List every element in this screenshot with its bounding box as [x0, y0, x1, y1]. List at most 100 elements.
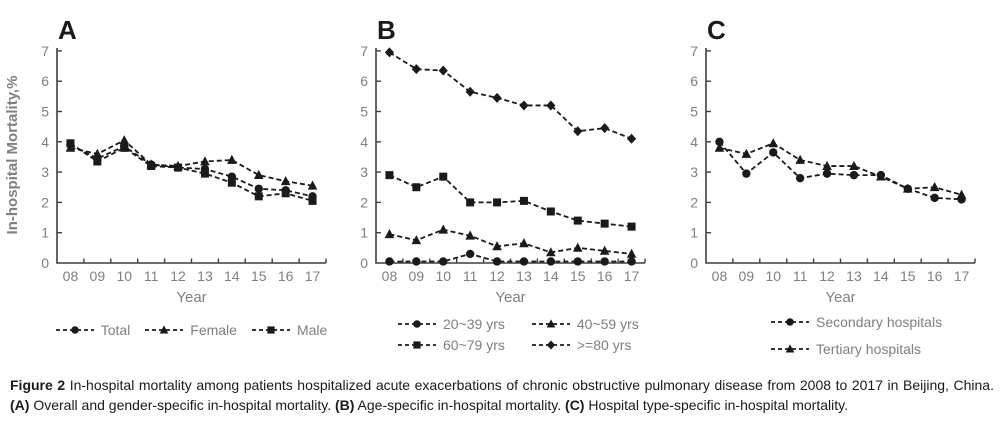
- panel-letter: C: [707, 15, 726, 45]
- y-tick-label: 0: [41, 255, 49, 271]
- circle-marker: [769, 148, 778, 157]
- triangle-legend-key-icon: [145, 325, 184, 334]
- triangle-marker: [849, 160, 859, 170]
- x-tick-label: 14: [543, 268, 559, 284]
- y-tick-label: 1: [690, 225, 698, 241]
- triangle-marker: [741, 148, 752, 158]
- series-60-79-yrs: [385, 171, 636, 231]
- x-tick-label: 13: [516, 268, 532, 284]
- series-secondary-hospitals: [715, 137, 966, 204]
- x-tick-label: 12: [170, 268, 186, 284]
- circle-marker: [519, 257, 529, 266]
- triangle-marker: [280, 175, 291, 186]
- y-tick-label: 4: [360, 134, 368, 150]
- legend-panel-a: Total Female Male: [40, 322, 342, 338]
- circle-marker: [822, 169, 832, 178]
- diamond-marker: [546, 340, 556, 350]
- diamond-marker: [519, 100, 529, 111]
- x-tick-label: 15: [900, 268, 916, 284]
- square-marker: [147, 162, 156, 171]
- square-marker: [254, 192, 263, 201]
- y-tick-label: 7: [360, 43, 368, 59]
- y-tick-label: 5: [360, 104, 368, 120]
- triangle-marker: [411, 235, 422, 245]
- circle-legend-key-icon: [55, 326, 94, 334]
- x-tick-label: 17: [954, 268, 970, 284]
- square-legend-key-icon: [251, 326, 290, 334]
- circle-marker: [627, 257, 636, 266]
- circle-legend-key-icon: [771, 318, 809, 326]
- circle-marker: [413, 320, 421, 328]
- y-tick-label: 2: [360, 194, 368, 210]
- x-tick-label: 15: [570, 268, 586, 284]
- triangle-marker: [785, 344, 795, 353]
- series-40-59-yrs: [384, 224, 637, 258]
- square-legend-key-icon: [398, 341, 436, 349]
- series-line: [70, 144, 313, 198]
- square-marker: [200, 169, 209, 178]
- triangle-marker: [546, 247, 556, 257]
- series-20-39-yrs: [385, 249, 636, 266]
- y-tick-label: 0: [690, 255, 698, 271]
- caption-figure-number: Figure 2: [10, 377, 66, 393]
- legend-label: 40~59 yrs: [576, 316, 639, 332]
- x-tick-label: 13: [197, 268, 213, 284]
- x-tick-label: 08: [712, 268, 728, 284]
- y-tick-label: 7: [690, 43, 698, 59]
- circle-marker: [546, 257, 556, 266]
- caption-panel-c-ref: (C): [565, 396, 585, 413]
- axes: [375, 48, 645, 264]
- circle-marker: [742, 169, 751, 178]
- square-marker: [573, 216, 582, 225]
- legend-item-male: Male: [251, 322, 327, 338]
- triangle-marker: [714, 142, 725, 152]
- axes: [705, 48, 975, 264]
- x-tick-label: 11: [793, 268, 808, 284]
- caption-text-4: Hospital type-specific in-hospital morta…: [584, 396, 848, 413]
- y-tick-label: 4: [41, 134, 49, 150]
- axes: [56, 48, 326, 264]
- y-tick-label: 7: [41, 43, 49, 59]
- triangle-marker: [599, 245, 610, 255]
- triangle-marker: [438, 224, 449, 234]
- legend-item-20-39-yrs: 20~39 yrs: [397, 316, 505, 332]
- diamond-marker: [492, 92, 502, 103]
- triangle-marker: [822, 160, 832, 170]
- square-marker: [93, 157, 102, 166]
- square-marker: [267, 326, 275, 334]
- triangle-marker: [227, 154, 237, 164]
- caption-panel-a-ref: (A): [10, 396, 30, 413]
- x-tick-label: 08: [63, 268, 79, 284]
- legend-panel-c: Secondary hospitals Tertiary hospitals: [770, 314, 942, 357]
- x-tick-label: 09: [739, 268, 755, 284]
- series-line: [718, 141, 962, 201]
- triangle-marker: [492, 241, 502, 251]
- series--80-yrs: [384, 47, 637, 144]
- y-tick-label: 2: [690, 194, 698, 210]
- diamond-marker: [626, 133, 637, 144]
- circle-legend-key-icon: [398, 320, 436, 328]
- triangle-marker: [92, 148, 103, 158]
- x-tick-label: 16: [597, 268, 613, 284]
- diamond-marker: [411, 64, 421, 75]
- series-line: [719, 142, 962, 196]
- diamond-marker: [384, 47, 395, 58]
- square-marker: [493, 198, 502, 207]
- circle-marker: [849, 170, 859, 180]
- series-line: [389, 174, 632, 228]
- series-tertiary-hospitals: [714, 138, 967, 199]
- triangle-marker: [159, 325, 169, 334]
- legend-item-40-59-yrs: 40~59 yrs: [531, 316, 639, 332]
- square-marker: [413, 341, 421, 349]
- triangle-marker: [384, 229, 395, 239]
- x-axis-title: Year: [176, 289, 206, 306]
- circle-marker: [385, 257, 394, 266]
- triangle-marker: [902, 183, 913, 193]
- diamond-marker: [546, 100, 556, 111]
- series-line: [388, 51, 632, 140]
- legend-label: Tertiary hospitals: [816, 341, 922, 357]
- series-line: [389, 252, 632, 263]
